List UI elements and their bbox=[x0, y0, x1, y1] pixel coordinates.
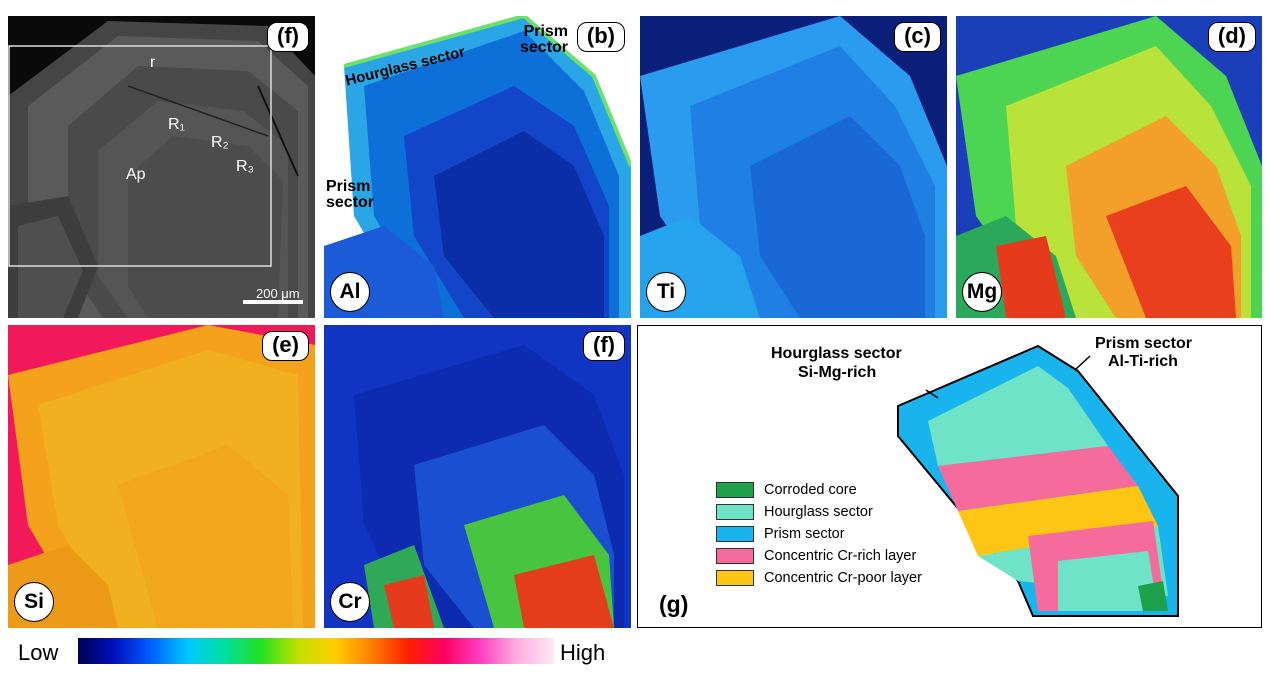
legend-label: Hourglass sector bbox=[764, 504, 873, 520]
panel-letter-bse: (f) bbox=[267, 22, 309, 52]
label-r3: R₃ bbox=[236, 158, 255, 175]
legend-label: Concentric Cr-rich layer bbox=[764, 548, 917, 564]
legend-swatch bbox=[716, 548, 754, 564]
legend-label: Concentric Cr-poor layer bbox=[764, 570, 922, 586]
element-label-al: Al bbox=[330, 272, 370, 312]
prism-sector-label: Prism sector bbox=[1095, 335, 1192, 352]
mg-map-image bbox=[956, 16, 1262, 318]
legend-item-hourglass-sector: Hourglass sector bbox=[716, 502, 873, 522]
element-label-mg: Mg bbox=[962, 272, 1002, 312]
si-map-image bbox=[8, 325, 315, 628]
scalebar-label: 200 μm bbox=[256, 286, 300, 301]
hourglass-sector-label: Hourglass sector bbox=[771, 345, 902, 362]
panel-letter-si: (e) bbox=[262, 331, 309, 361]
label-prism-sector-top: Prism sector bbox=[520, 23, 569, 56]
element-label-cr: Cr bbox=[330, 582, 370, 622]
prism-sector-subtitle: Al-Ti-rich bbox=[1108, 353, 1178, 370]
colorbar-low-label: Low bbox=[18, 640, 59, 665]
label-r: r bbox=[150, 54, 156, 71]
colorbar-high-label: High bbox=[560, 640, 606, 665]
legend-label: Corroded core bbox=[764, 482, 857, 498]
element-label-ti: Ti bbox=[646, 272, 686, 312]
schematic-panel: (g) Hourglass sector Si-Mg-rich Prism se… bbox=[637, 325, 1262, 628]
legend-item-cr-rich-layer: Concentric Cr-rich layer bbox=[716, 546, 916, 566]
bse-crystal-image bbox=[8, 21, 315, 318]
legend-item-corroded-core: Corroded core bbox=[716, 480, 857, 500]
element-label-si: Si bbox=[14, 582, 54, 622]
legend-swatch bbox=[716, 504, 754, 520]
hourglass-sector-subtitle: Si-Mg-rich bbox=[798, 364, 877, 381]
legend-swatch bbox=[716, 570, 754, 586]
legend-item-prism-sector: Prism sector bbox=[716, 524, 845, 544]
mg-map-panel: (d) Mg bbox=[956, 16, 1262, 318]
label-ap: Ap bbox=[126, 166, 146, 183]
al-map-panel: (b) Al Hourglass sector Prism sector Pri… bbox=[324, 16, 631, 318]
panel-letter-cr: (f) bbox=[583, 331, 625, 361]
si-map-panel: (e) Si bbox=[8, 325, 315, 628]
legend-label: Prism sector bbox=[764, 526, 845, 542]
bse-image-panel: (f) r R₁ R₂ R₃ Ap 200 μm bbox=[8, 16, 315, 318]
label-prism-sector-left: Prism sector bbox=[326, 178, 375, 211]
ti-map-image bbox=[640, 16, 947, 318]
panel-letter-schematic: (g) bbox=[659, 591, 689, 617]
label-r1: R₁ bbox=[168, 116, 185, 133]
schematic-drawing bbox=[897, 344, 1179, 617]
cr-map-image bbox=[354, 345, 624, 628]
label-r2: R₂ bbox=[211, 134, 229, 151]
legend-swatch bbox=[716, 482, 754, 498]
legend-swatch bbox=[716, 526, 754, 542]
al-map-image bbox=[324, 16, 631, 318]
cr-map-panel: (f) Cr bbox=[324, 325, 631, 628]
panel-letter-al: (b) bbox=[576, 22, 625, 52]
ti-map-panel: (c) Ti bbox=[640, 16, 947, 318]
legend-item-cr-poor-layer: Concentric Cr-poor layer bbox=[716, 568, 922, 588]
colorbar bbox=[78, 638, 554, 664]
panel-letter-ti: (c) bbox=[894, 22, 941, 52]
panel-letter-mg: (d) bbox=[1207, 22, 1256, 52]
